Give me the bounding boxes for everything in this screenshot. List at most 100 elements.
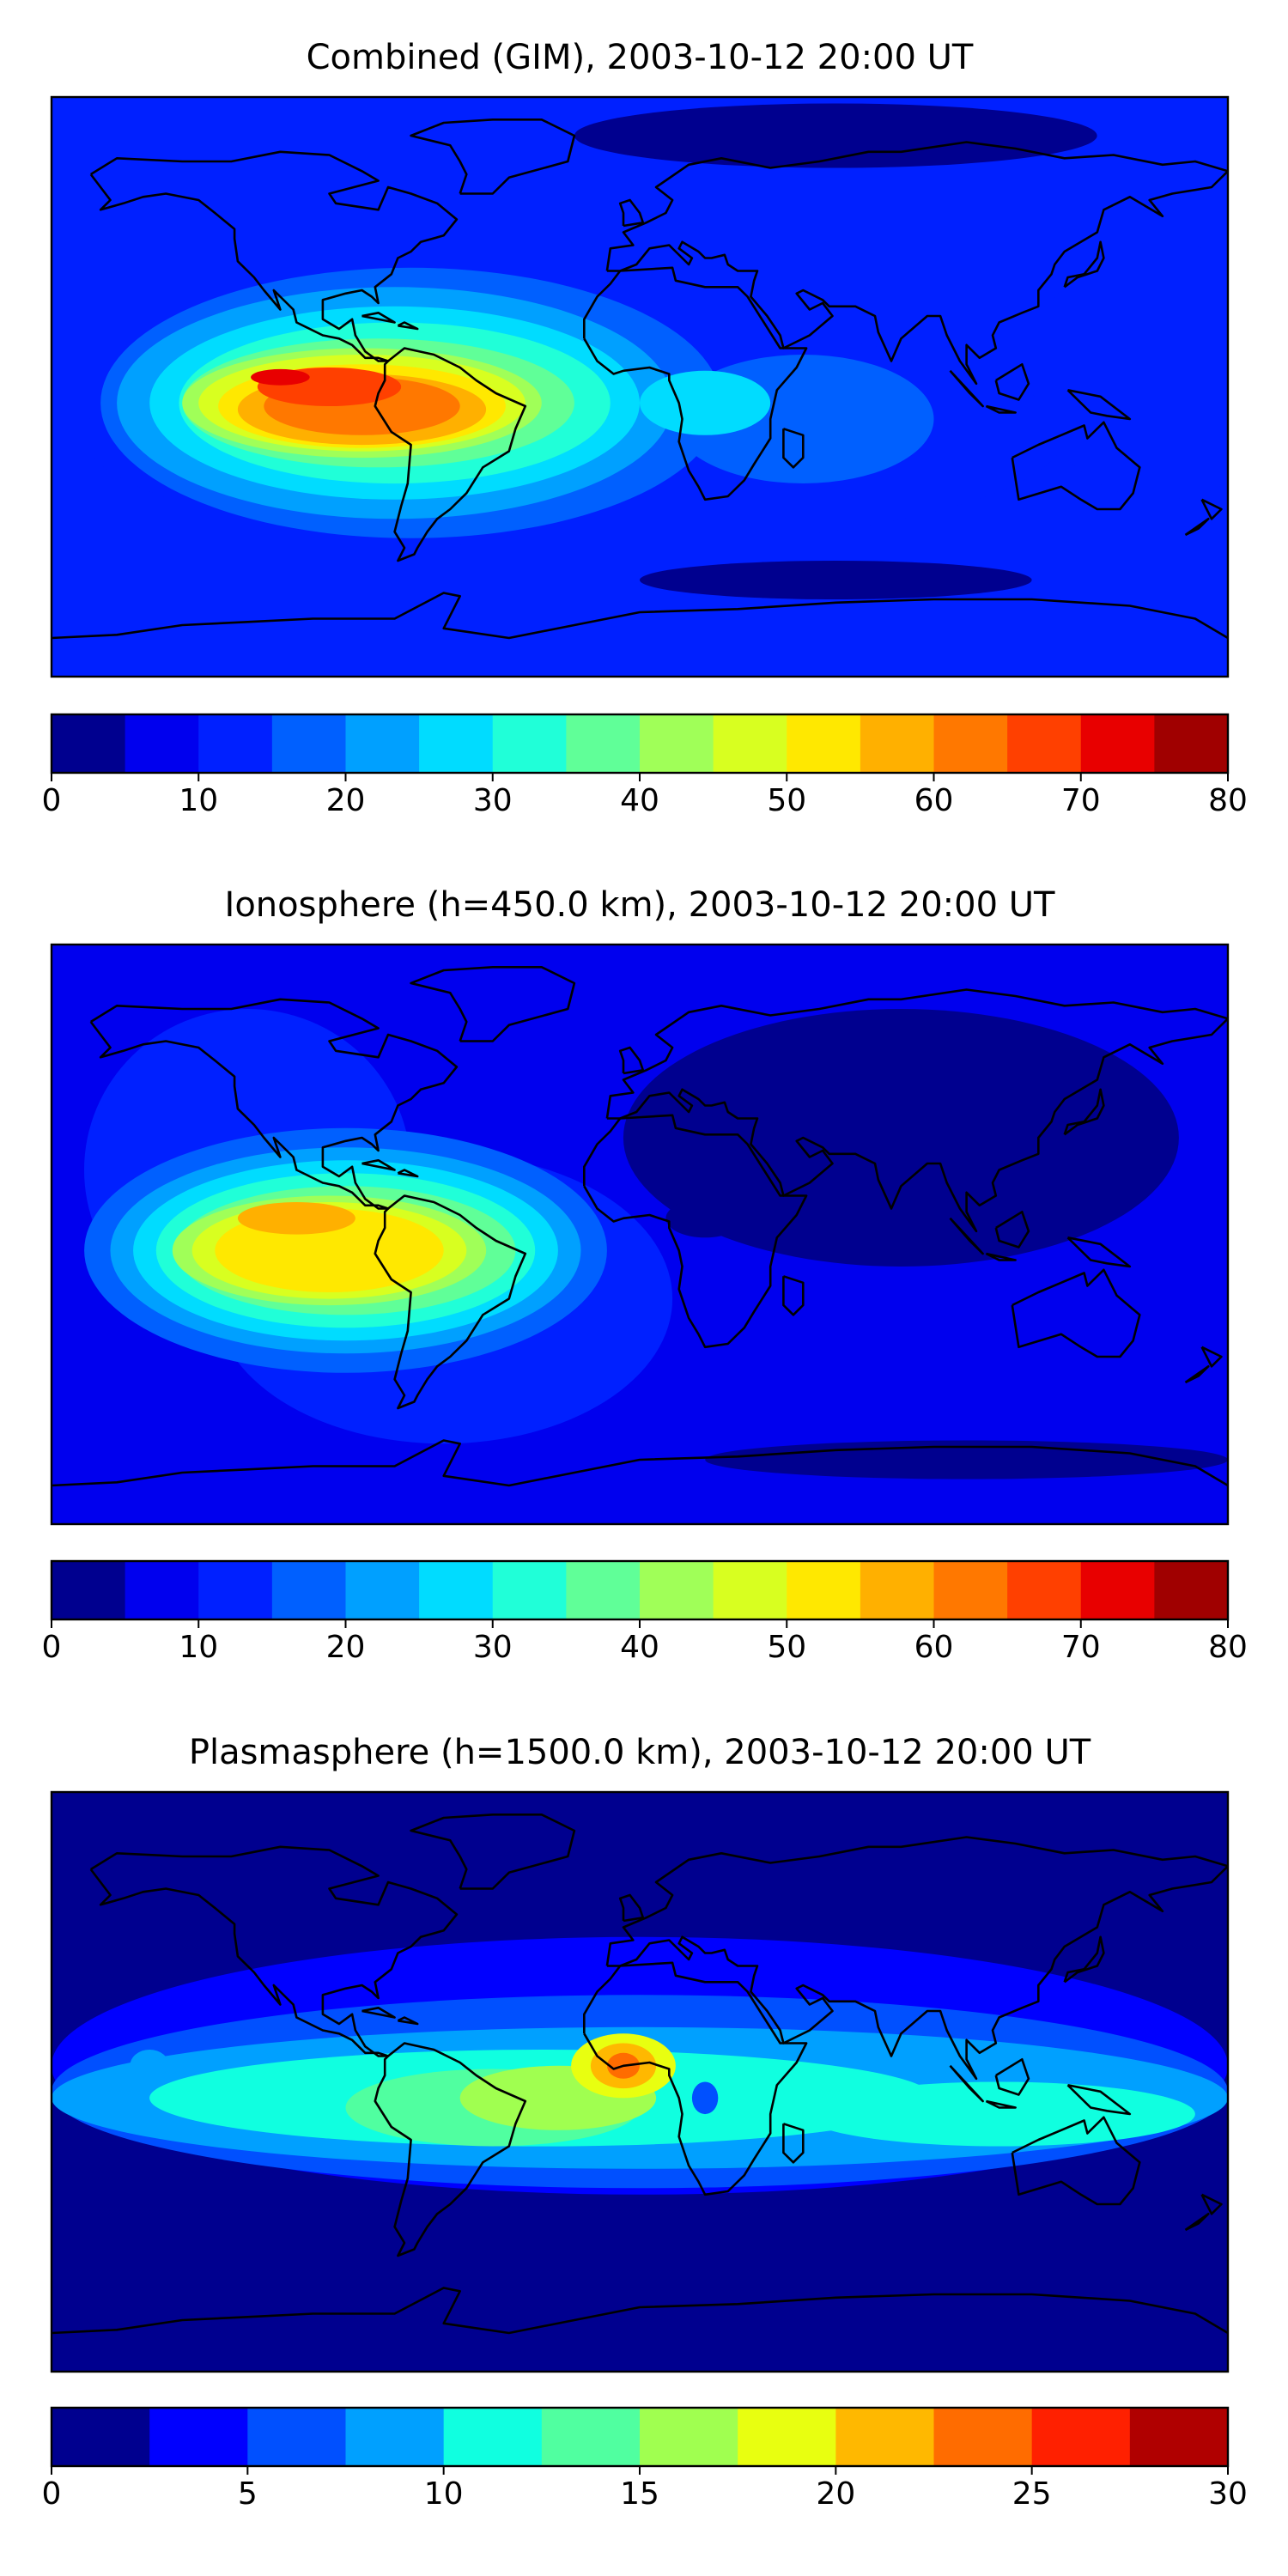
coastline [782, 1275, 805, 1316]
coastline [605, 988, 1228, 1233]
coastline [410, 118, 576, 195]
coastline [1200, 2193, 1223, 2215]
panel-ionosphere: Ionosphere (h=450.0 km), 2003-10-12 20:0… [42, 885, 1248, 1665]
colorbar-swatch [271, 714, 347, 773]
contour-band [803, 2081, 1195, 2147]
coastline [1063, 1935, 1105, 1984]
coastline [582, 1961, 808, 2196]
contour-band [251, 368, 310, 386]
contour-band [130, 2050, 169, 2082]
coastline [985, 404, 1017, 414]
colorbar-tick-label: 60 [914, 1630, 954, 1665]
colorbar: 0 10 20 30 40 50 60 70 80 [42, 1559, 1248, 1665]
coastline [605, 141, 1228, 386]
coastline [582, 266, 808, 501]
coastline [397, 1169, 419, 1178]
coastline [52, 592, 1228, 640]
coastline [618, 1893, 645, 1923]
field-contours [83, 1009, 1228, 1479]
field-contours [84, 103, 1228, 599]
coastline [89, 998, 459, 1210]
panel-combined: Combined (GIM), 2003-10-12 20:00 UT 0 10 2… [42, 38, 1248, 818]
coastline [782, 428, 805, 469]
field-contours [52, 1936, 1228, 2195]
coastline [994, 1211, 1030, 1249]
map-frame [50, 1790, 1230, 2373]
coastline [985, 1252, 1017, 1261]
coastline [52, 1439, 1228, 1487]
coastline [361, 311, 396, 324]
colorbar-swatch [713, 1561, 787, 1619]
colorbar-tick-label: 20 [816, 2476, 855, 2512]
coastline [89, 150, 459, 362]
colorbar-swatch [1154, 714, 1229, 773]
coastline [52, 2287, 1228, 2335]
coastline [582, 1114, 808, 1349]
colorbar-swatch [52, 2408, 150, 2466]
chart-title: Plasmasphere (h=1500.0 km), 2003-10-12 2… [189, 1733, 1091, 1772]
colorbar: 0 10 20 30 40 50 60 70 80 [42, 713, 1248, 818]
colorbar-swatch [1007, 1561, 1082, 1619]
colorbar-tick-label: 10 [179, 1630, 218, 1665]
colorbar-swatch [345, 2408, 445, 2466]
coastline [1066, 2084, 1132, 2116]
coastline [1184, 2213, 1210, 2232]
colorbar-tick-label: 20 [326, 1630, 366, 1665]
coastline [89, 1845, 459, 2057]
coastline [618, 198, 645, 228]
colorbar-swatch [566, 1561, 641, 1619]
colorbar-tick-label: 0 [42, 2476, 62, 2512]
colorbar-tick-label: 80 [1208, 783, 1248, 818]
colorbar-swatch [933, 2408, 1033, 2466]
colorbar-swatch [738, 2408, 836, 2466]
coastline [361, 2007, 396, 2019]
coastline [949, 369, 984, 408]
map-area [50, 1790, 1230, 2373]
colorbar-swatch [640, 2408, 738, 2466]
colorbar-swatch [419, 1561, 494, 1619]
colorbar-swatch [345, 1561, 420, 1619]
coastline [397, 321, 419, 331]
colorbar-swatch [52, 714, 126, 773]
colorbar-swatch [1080, 714, 1155, 773]
coastline [1011, 421, 1141, 511]
coastline [1011, 1268, 1141, 1358]
colorbar-swatch [492, 1561, 567, 1619]
coastline [1200, 498, 1223, 520]
coastline [1200, 1346, 1223, 1368]
colorbar-tick-label: 50 [767, 783, 806, 818]
coastline [1184, 517, 1210, 537]
coastline [994, 362, 1030, 401]
colorbar-tick-label: 0 [42, 1630, 62, 1665]
colorbar-tick-label: 70 [1061, 1630, 1101, 1665]
coastline [374, 2042, 527, 2257]
colorbar-swatch [1080, 1561, 1155, 1619]
colorbar-tick-label: 15 [620, 2476, 659, 2512]
colorbar-swatch [345, 714, 420, 773]
colorbar-swatch [1154, 1561, 1229, 1619]
coastline [1063, 240, 1105, 289]
contour-band [1031, 241, 1228, 500]
coastline [410, 966, 576, 1042]
colorbar-tick-label: 60 [914, 783, 954, 818]
colorbar-swatch [860, 714, 935, 773]
colorbar-swatch [933, 1561, 1008, 1619]
coastlines [52, 118, 1228, 640]
contour-band [665, 1199, 744, 1238]
coastline [1063, 1088, 1105, 1136]
colorbar-tick-label: 30 [473, 1630, 513, 1665]
colorbar-swatch [640, 714, 714, 773]
colorbar-swatch [247, 2408, 346, 2466]
colorbar-tick-label: 10 [179, 783, 218, 818]
colorbar-swatch [787, 1561, 861, 1619]
colorbar-swatch [125, 1561, 199, 1619]
colorbar-tick-label: 10 [424, 2476, 464, 2512]
colorbar-swatch [640, 1561, 714, 1619]
coastline [994, 2058, 1030, 2096]
colorbar-swatch [541, 2408, 641, 2466]
colorbar: 0 5 10 15 20 25 30 [42, 2406, 1248, 2512]
colorbar-tick-label: 40 [620, 783, 659, 818]
coastline [397, 2016, 419, 2026]
colorbar-swatch [860, 1561, 935, 1619]
coastline [949, 2064, 984, 2103]
